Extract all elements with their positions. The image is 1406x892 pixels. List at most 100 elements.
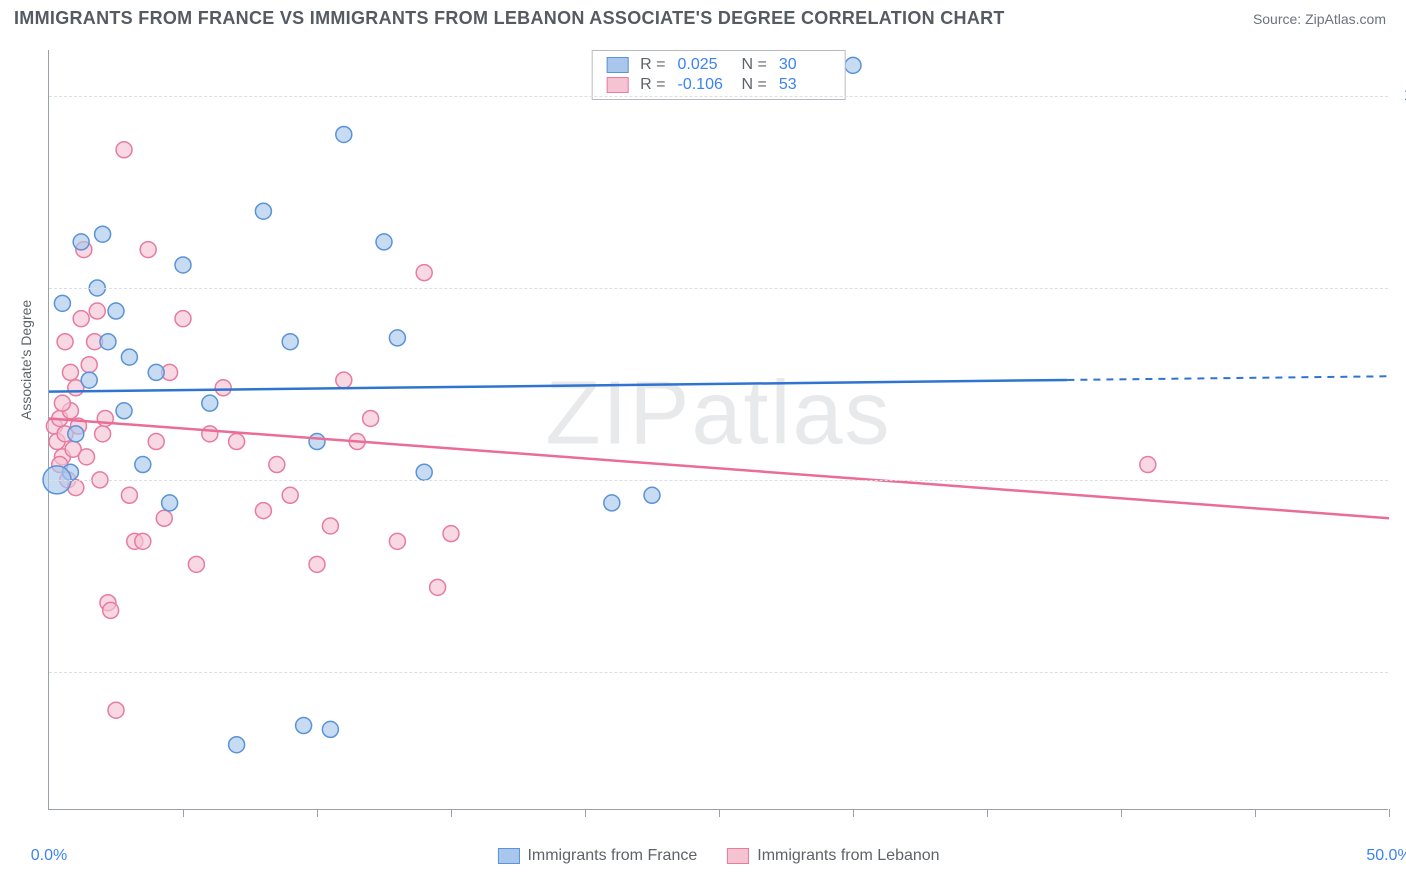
trend-line-solid bbox=[49, 380, 1067, 392]
scatter-point bbox=[389, 330, 405, 346]
scatter-point bbox=[282, 487, 298, 503]
x-tick bbox=[1255, 809, 1256, 817]
scatter-point bbox=[322, 518, 338, 534]
scatter-point bbox=[57, 334, 73, 350]
correlation-legend: R = 0.025 N = 30 R = -0.106 N = 53 bbox=[591, 50, 846, 100]
y-axis-label: Associate's Degree bbox=[18, 300, 34, 420]
scatter-point bbox=[336, 126, 352, 142]
r-value-lebanon: -0.106 bbox=[678, 76, 730, 94]
x-tick bbox=[183, 809, 184, 817]
gridline-h bbox=[49, 480, 1388, 481]
scatter-point bbox=[148, 364, 164, 380]
series-legend: Immigrants from France Immigrants from L… bbox=[497, 847, 939, 865]
scatter-point bbox=[121, 487, 137, 503]
scatter-point bbox=[135, 533, 151, 549]
scatter-point bbox=[322, 721, 338, 737]
scatter-point bbox=[309, 434, 325, 450]
scatter-point bbox=[79, 449, 95, 465]
scatter-point bbox=[443, 526, 459, 542]
scatter-point bbox=[135, 457, 151, 473]
x-tick bbox=[987, 809, 988, 817]
scatter-point bbox=[108, 303, 124, 319]
scatter-point bbox=[162, 495, 178, 511]
swatch-lebanon-bottom bbox=[727, 848, 749, 864]
gridline-h bbox=[49, 96, 1388, 97]
scatter-point bbox=[363, 410, 379, 426]
scatter-point bbox=[116, 403, 132, 419]
scatter-point bbox=[81, 372, 97, 388]
scatter-point bbox=[229, 737, 245, 753]
legend-item-lebanon: Immigrants from Lebanon bbox=[727, 847, 939, 865]
scatter-point bbox=[156, 510, 172, 526]
legend-row-france: R = 0.025 N = 30 bbox=[606, 55, 831, 75]
scatter-point bbox=[95, 426, 111, 442]
chart-plot-area: ZIPatlas R = 0.025 N = 30 R = -0.106 N =… bbox=[48, 50, 1388, 810]
gridline-h bbox=[49, 288, 1388, 289]
scatter-point bbox=[255, 503, 271, 519]
trend-line-dashed bbox=[1067, 376, 1389, 380]
y-tick-label: 100.0% bbox=[1398, 87, 1406, 105]
scatter-point bbox=[140, 242, 156, 258]
r-value-france: 0.025 bbox=[678, 56, 730, 74]
scatter-plot-svg bbox=[49, 50, 1388, 809]
scatter-point bbox=[309, 556, 325, 572]
scatter-point bbox=[54, 295, 70, 311]
scatter-point bbox=[188, 556, 204, 572]
scatter-point bbox=[430, 579, 446, 595]
scatter-point bbox=[73, 234, 89, 250]
gridline-h bbox=[49, 672, 1388, 673]
scatter-point bbox=[416, 464, 432, 480]
scatter-point bbox=[644, 487, 660, 503]
x-tick bbox=[585, 809, 586, 817]
x-tick bbox=[317, 809, 318, 817]
n-label: N = bbox=[742, 56, 767, 74]
scatter-point bbox=[62, 364, 78, 380]
x-tick-label: 50.0% bbox=[1366, 847, 1406, 865]
scatter-point bbox=[416, 265, 432, 281]
legend-label-lebanon: Immigrants from Lebanon bbox=[757, 847, 939, 865]
scatter-point bbox=[604, 495, 620, 511]
scatter-point bbox=[282, 334, 298, 350]
x-tick bbox=[1389, 809, 1390, 817]
scatter-point bbox=[296, 718, 312, 734]
scatter-point bbox=[175, 311, 191, 327]
n-value-france: 30 bbox=[779, 56, 831, 74]
x-tick bbox=[719, 809, 720, 817]
x-tick-label: 0.0% bbox=[31, 847, 67, 865]
scatter-point bbox=[54, 395, 70, 411]
scatter-point bbox=[116, 142, 132, 158]
scatter-point bbox=[81, 357, 97, 373]
legend-label-france: Immigrants from France bbox=[527, 847, 697, 865]
scatter-point bbox=[108, 702, 124, 718]
scatter-point bbox=[95, 226, 111, 242]
r-label: R = bbox=[640, 76, 665, 94]
scatter-point bbox=[175, 257, 191, 273]
n-value-lebanon: 53 bbox=[779, 76, 831, 94]
scatter-point bbox=[376, 234, 392, 250]
scatter-point bbox=[68, 426, 84, 442]
y-tick-label: 75.0% bbox=[1398, 279, 1406, 297]
swatch-france-bottom bbox=[497, 848, 519, 864]
scatter-point bbox=[103, 602, 119, 618]
scatter-point bbox=[336, 372, 352, 388]
n-label: N = bbox=[742, 76, 767, 94]
scatter-point bbox=[1140, 457, 1156, 473]
scatter-point bbox=[845, 57, 861, 73]
scatter-point bbox=[148, 434, 164, 450]
r-label: R = bbox=[640, 56, 665, 74]
scatter-point bbox=[215, 380, 231, 396]
legend-item-france: Immigrants from France bbox=[497, 847, 697, 865]
x-tick bbox=[1121, 809, 1122, 817]
legend-row-lebanon: R = -0.106 N = 53 bbox=[606, 75, 831, 95]
swatch-france bbox=[606, 57, 628, 73]
y-tick-label: 50.0% bbox=[1398, 471, 1406, 489]
scatter-point bbox=[121, 349, 137, 365]
trend-line-solid bbox=[49, 418, 1389, 518]
x-tick bbox=[451, 809, 452, 817]
swatch-lebanon bbox=[606, 77, 628, 93]
x-tick bbox=[853, 809, 854, 817]
y-tick-label: 25.0% bbox=[1398, 663, 1406, 681]
scatter-point bbox=[389, 533, 405, 549]
scatter-point bbox=[202, 426, 218, 442]
scatter-point bbox=[229, 434, 245, 450]
